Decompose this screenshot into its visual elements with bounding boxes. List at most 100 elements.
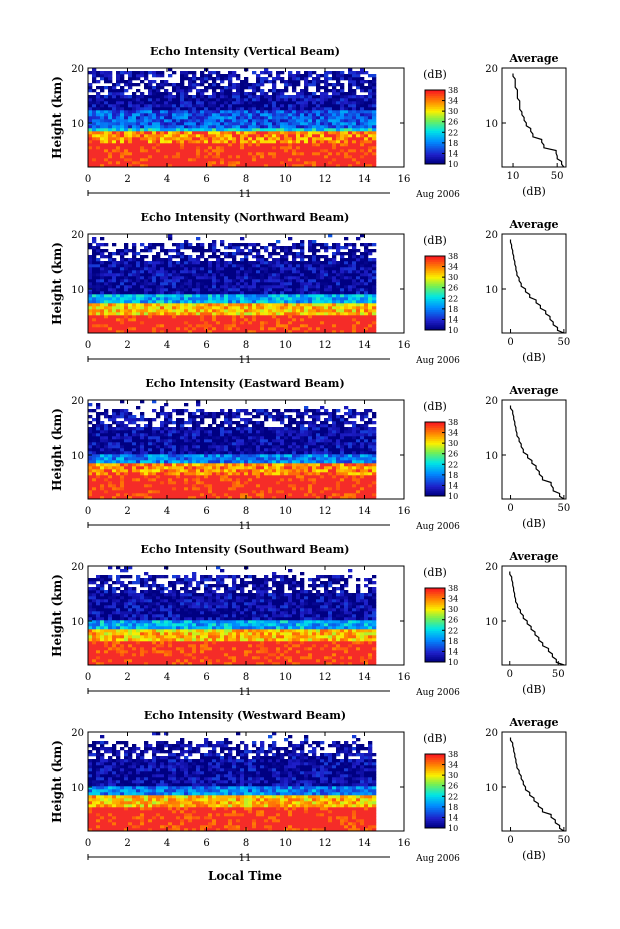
heatmap-cell (356, 143, 361, 147)
heatmap-cell (244, 291, 249, 295)
heatmap-cell (160, 460, 165, 464)
heatmap-cell (332, 276, 337, 280)
heatmap-cell (352, 101, 357, 105)
heatmap-cell (96, 421, 101, 425)
heatmap-cell (356, 297, 361, 301)
heatmap-cell (124, 454, 129, 458)
heatmap-cell (120, 276, 125, 280)
heatmap-cell (208, 74, 213, 78)
heatmap-cell (328, 134, 333, 138)
heatmap-cell (108, 101, 113, 105)
heatmap-cell (312, 255, 317, 259)
heatmap-cell (152, 493, 157, 497)
heatmap-cell (164, 95, 169, 99)
heatmap-cell (372, 312, 377, 316)
heatmap-cell (248, 273, 253, 277)
heatmap-cell (168, 101, 173, 105)
heatmap-cell (356, 95, 361, 99)
heatmap-cell (364, 255, 369, 259)
heatmap-cell (304, 300, 309, 304)
heatmap-cell (192, 101, 197, 105)
heatmap-cell (120, 421, 125, 425)
heatmap-cell (272, 80, 277, 84)
heatmap-cell (176, 113, 181, 117)
heatmap-cell (224, 246, 229, 250)
heatmap-cell (260, 312, 265, 316)
heatmap-cell (308, 312, 313, 316)
heatmap-cell (128, 86, 133, 90)
heatmap-cell (324, 243, 329, 247)
heatmap-cell (324, 113, 329, 117)
heatmap-cell (144, 267, 149, 271)
heatmap-cell (128, 472, 133, 476)
heatmap-cell (272, 104, 277, 108)
heatmap-cell (172, 318, 177, 322)
heatmap-cell (324, 92, 329, 96)
heatmap-cell (236, 95, 241, 99)
heatmap-cell (292, 74, 297, 78)
heatmap-cell (244, 327, 249, 331)
heatmap-cell (328, 146, 333, 150)
heatmap-cell (224, 288, 229, 292)
heatmap-cell (96, 424, 101, 428)
heatmap-cell (196, 312, 201, 316)
heatmap-cell (180, 101, 185, 105)
heatmap-cell (212, 249, 217, 253)
heatmap-cell (216, 294, 221, 298)
heatmap-cell (312, 125, 317, 129)
heatmap-cell (240, 267, 245, 271)
heatmap-cell (156, 300, 161, 304)
heatmap-cell (128, 439, 133, 443)
heatmap-cell (296, 74, 301, 78)
heatmap-cell (372, 249, 377, 253)
heatmap-cell (224, 273, 229, 277)
heatmap-cell (140, 481, 145, 485)
x-tick-label: 4 (164, 340, 170, 351)
heatmap-cell (256, 83, 261, 87)
heatmap-cell (156, 267, 161, 271)
heatmap-cell (132, 478, 137, 482)
heatmap-cell (212, 261, 217, 265)
heatmap-cell (308, 92, 313, 96)
heatmap-cell (272, 134, 277, 138)
average-x-label: (dB) (522, 351, 546, 364)
heatmap-cell (112, 436, 117, 440)
heatmap-cell (104, 430, 109, 434)
heatmap-cell (168, 143, 173, 147)
heatmap-cell (168, 125, 173, 129)
heatmap-cell (236, 270, 241, 274)
heatmap-cell (284, 164, 289, 168)
heatmap-cell (300, 285, 305, 289)
colorbar-segment (425, 274, 445, 277)
heatmap-cell (144, 122, 149, 126)
heatmap-cell (300, 306, 305, 310)
heatmap-cell (108, 143, 113, 147)
heatmap-cell (164, 324, 169, 328)
heatmap-cell (140, 279, 145, 283)
heatmap-cell (164, 306, 169, 310)
heatmap-cell (92, 318, 97, 322)
heatmap-cell (204, 116, 209, 120)
heatmap-cell (348, 95, 353, 99)
heatmap-cell (148, 122, 153, 126)
heatmap-cell (140, 152, 145, 156)
heatmap-cell (128, 454, 133, 458)
heatmap-cell (360, 143, 365, 147)
heatmap-cell (332, 122, 337, 126)
heatmap-cell (336, 122, 341, 126)
heatmap-cell (136, 454, 141, 458)
heatmap-cell (128, 463, 133, 467)
heatmap-cell (288, 273, 293, 277)
heatmap-cell (352, 104, 357, 108)
heatmap-cell (88, 101, 93, 105)
heatmap-cell (148, 430, 153, 434)
heatmap-cell (312, 161, 317, 165)
heatmap-cell (312, 110, 317, 114)
heatmap-cell (288, 74, 293, 78)
heatmap-cell (172, 481, 177, 485)
heatmap-cell (112, 324, 117, 328)
heatmap-cell (128, 131, 133, 135)
heatmap-cell (228, 89, 233, 93)
heatmap-cell (364, 288, 369, 292)
heatmap-cell (280, 137, 285, 141)
